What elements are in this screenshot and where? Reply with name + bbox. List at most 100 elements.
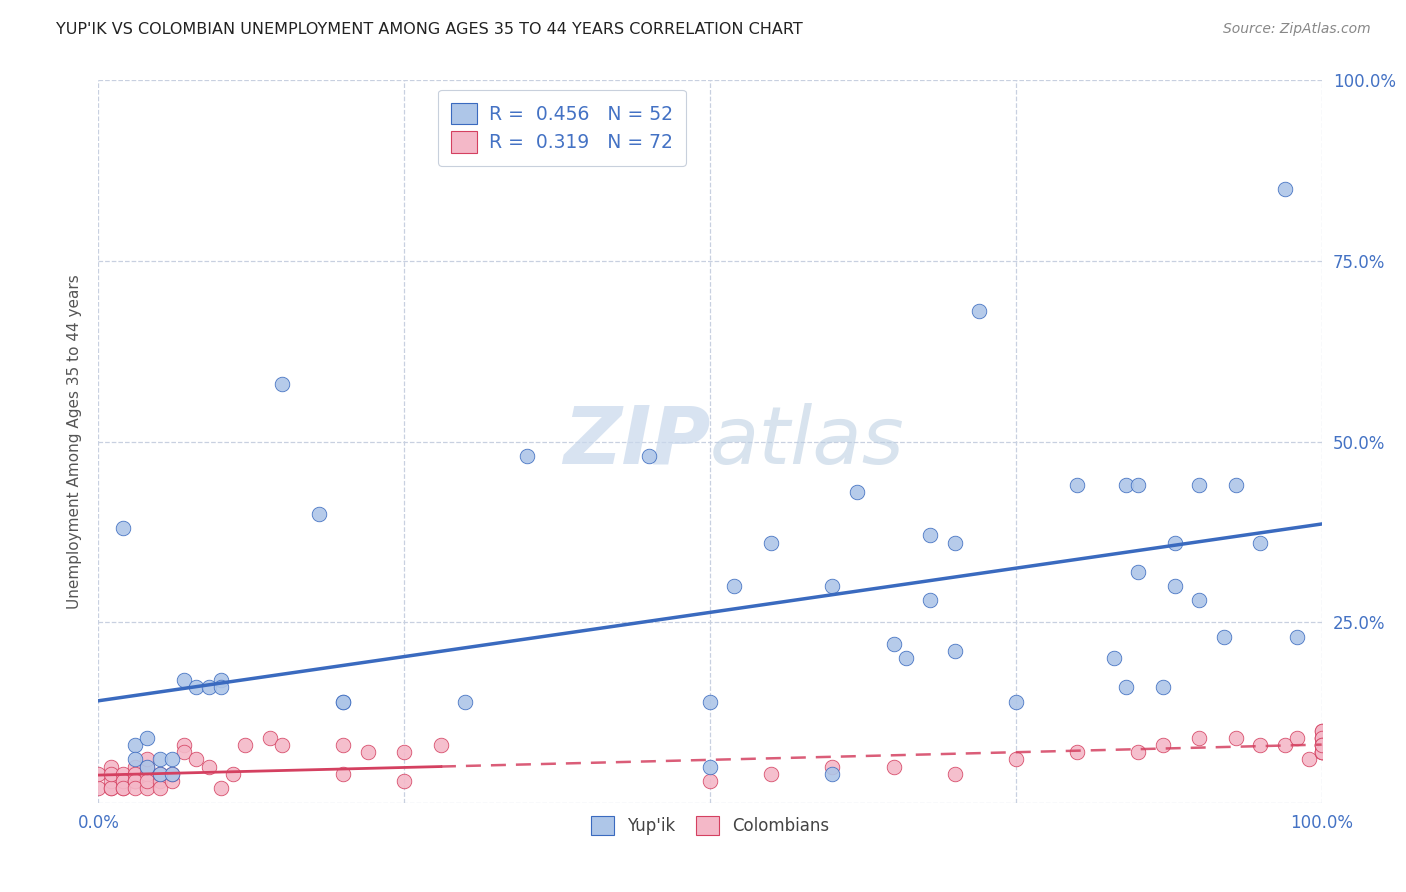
Point [160,767,183,781]
Point [111,767,134,781]
Text: Source: ZipAtlas.com: Source: ZipAtlas.com [1223,22,1371,37]
Point [1102,651,1125,665]
Point [270,738,294,752]
Point [1188,593,1211,607]
Point [943,535,966,549]
Point [392,774,416,789]
Point [111,774,134,789]
Point [699,760,721,774]
Point [845,485,868,500]
Point [100,781,122,796]
Point [332,695,354,709]
Point [1310,731,1333,745]
Point [149,774,172,789]
Text: atlas: atlas [710,402,905,481]
Point [160,752,183,766]
Point [209,781,232,796]
Point [136,774,159,789]
Point [124,781,146,796]
Point [222,767,245,781]
Point [1066,745,1088,759]
Point [1128,745,1150,759]
Point [1004,752,1026,766]
Point [124,767,146,781]
Point [1212,630,1234,644]
Point [124,774,146,789]
Point [1115,680,1137,694]
Point [124,774,146,789]
Point [100,760,122,774]
Point [100,774,122,789]
Text: ZIP: ZIP [562,402,710,481]
Point [1286,630,1309,644]
Point [160,767,183,781]
Point [149,781,172,796]
Point [173,745,195,759]
Point [1286,731,1309,745]
Point [111,781,134,796]
Point [1115,478,1137,492]
Point [761,767,783,781]
Point [1310,723,1333,738]
Point [259,731,281,745]
Point [699,695,721,709]
Point [332,738,354,752]
Point [1188,478,1211,492]
Point [1066,478,1088,492]
Point [332,767,354,781]
Point [1152,738,1174,752]
Point [821,760,844,774]
Point [920,528,942,542]
Point [761,535,783,549]
Point [160,774,183,789]
Point [1164,579,1187,593]
Point [883,760,905,774]
Point [111,781,134,796]
Point [124,767,146,781]
Point [1310,738,1333,752]
Point [136,731,159,745]
Point [270,376,294,391]
Point [430,738,453,752]
Point [1225,731,1247,745]
Point [821,579,844,593]
Point [87,767,110,781]
Point [1004,695,1026,709]
Point [392,745,416,759]
Point [699,774,721,789]
Point [136,760,159,774]
Point [1310,731,1333,745]
Point [1164,535,1187,549]
Point [1310,745,1333,759]
Point [356,745,378,759]
Point [883,637,905,651]
Point [136,760,159,774]
Point [454,695,477,709]
Point [1225,478,1247,492]
Point [209,680,232,694]
Point [1310,731,1333,745]
Y-axis label: Unemployment Among Ages 35 to 44 years: Unemployment Among Ages 35 to 44 years [66,274,82,609]
Point [173,673,195,687]
Point [943,644,966,658]
Point [1274,738,1296,752]
Point [100,781,122,796]
Point [124,752,146,766]
Point [149,767,172,781]
Point [894,651,917,665]
Point [308,507,330,521]
Point [515,449,537,463]
Point [1249,535,1271,549]
Point [136,781,159,796]
Point [821,767,844,781]
Point [124,738,146,752]
Point [100,767,122,781]
Point [233,738,256,752]
Point [1128,565,1150,579]
Text: YUP'IK VS COLOMBIAN UNEMPLOYMENT AMONG AGES 35 TO 44 YEARS CORRELATION CHART: YUP'IK VS COLOMBIAN UNEMPLOYMENT AMONG A… [56,22,803,37]
Point [136,767,159,781]
Point [1152,680,1174,694]
Point [1188,731,1211,745]
Point [967,304,990,318]
Point [186,752,208,766]
